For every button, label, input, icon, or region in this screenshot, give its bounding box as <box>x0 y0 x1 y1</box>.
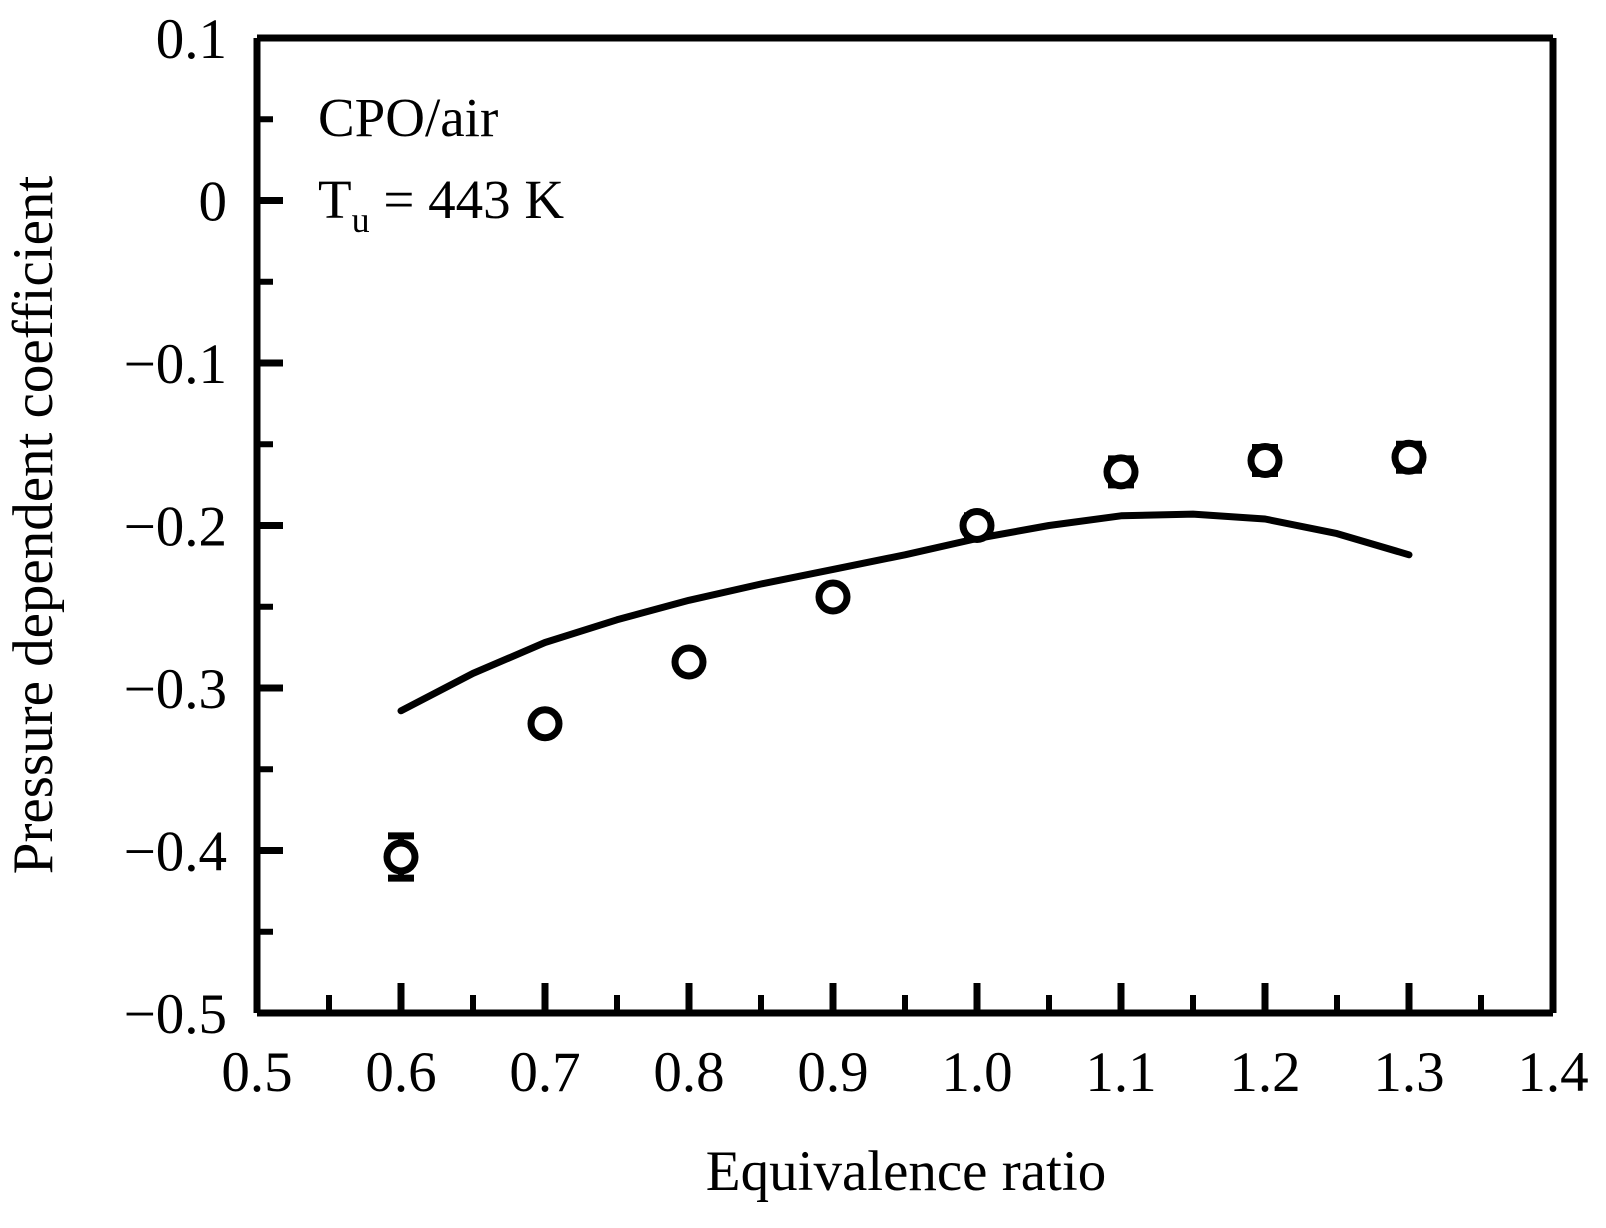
annotation-temperature-subscript: u <box>352 200 370 240</box>
x-tick-label: 0.5 <box>221 1041 292 1104</box>
y-tick-label: −0.3 <box>124 658 227 721</box>
annotation-temperature-symbol: T <box>318 169 352 230</box>
data-point <box>959 508 995 543</box>
x-tick-label: 1.0 <box>941 1041 1012 1104</box>
y-tick-label: −0.2 <box>124 496 227 559</box>
x-axis-title: Equivalence ratio <box>706 1140 1106 1203</box>
x-tick-label: 1.4 <box>1517 1041 1588 1104</box>
x-tick-label: 0.6 <box>365 1041 436 1104</box>
model-curve-line <box>397 510 1413 715</box>
data-point-series <box>383 439 1427 882</box>
x-axis-tick-labels: 0.5 0.6 0.7 0.8 0.9 1.0 1.1 1.2 1.3 1.4 <box>221 1041 1588 1104</box>
x-axis-ticks <box>253 983 1557 1013</box>
data-point <box>383 832 419 882</box>
annotation-temperature: Tu = 443 K <box>318 169 564 240</box>
data-point <box>527 706 563 742</box>
x-tick-label: 1.3 <box>1373 1041 1444 1104</box>
y-tick-label: −0.1 <box>124 333 227 396</box>
annotation-mixture: CPO/air <box>318 87 498 148</box>
x-tick-label: 1.1 <box>1085 1041 1156 1104</box>
y-axis-ticks <box>257 34 283 1017</box>
data-point <box>1103 454 1139 490</box>
y-tick-label: −0.4 <box>124 821 227 884</box>
x-tick-label: 1.2 <box>1229 1041 1300 1104</box>
y-axis-title: Pressure dependent coefficient <box>2 176 65 875</box>
x-tick-label: 0.7 <box>509 1041 580 1104</box>
data-point <box>671 644 707 680</box>
data-point <box>815 579 851 615</box>
x-tick-label: 0.9 <box>797 1041 868 1104</box>
data-point <box>1391 439 1427 475</box>
annotation-temperature-value: = 443 K <box>370 169 565 230</box>
y-axis-tick-labels: 0.1 0 −0.1 −0.2 −0.3 −0.4 −0.5 <box>124 8 227 1046</box>
y-tick-label: −0.5 <box>124 983 227 1046</box>
y-tick-label: 0 <box>199 171 228 234</box>
y-tick-label: 0.1 <box>156 8 227 71</box>
x-tick-label: 0.8 <box>653 1041 724 1104</box>
data-point <box>1247 443 1283 478</box>
